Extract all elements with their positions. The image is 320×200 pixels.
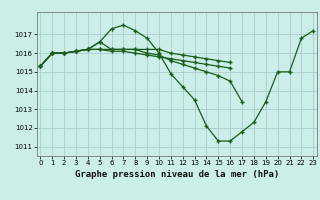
X-axis label: Graphe pression niveau de la mer (hPa): Graphe pression niveau de la mer (hPa) [75, 170, 279, 179]
